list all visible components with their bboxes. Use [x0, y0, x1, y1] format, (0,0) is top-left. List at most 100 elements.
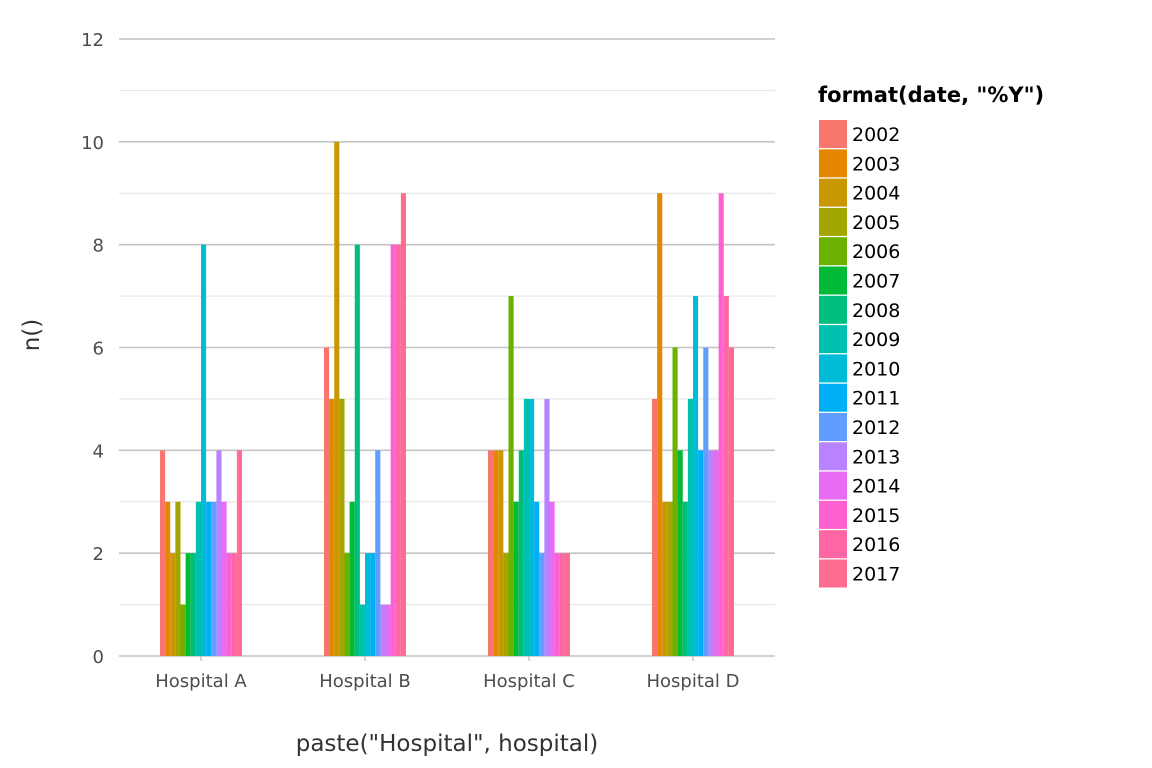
bar — [236, 450, 242, 656]
legend-item: 2012 — [819, 413, 900, 441]
bar — [693, 296, 699, 656]
bar — [354, 244, 360, 656]
bar — [359, 604, 365, 656]
bar — [723, 296, 729, 656]
legend-item: 2009 — [819, 325, 900, 354]
bar — [703, 347, 709, 656]
bar — [365, 553, 371, 656]
legend-label: 2016 — [852, 534, 900, 556]
bar — [488, 450, 494, 656]
x-tick-label: Hospital A — [155, 671, 247, 692]
bar — [657, 193, 663, 656]
bar — [349, 501, 355, 656]
bar — [687, 398, 693, 656]
legend-label: 2014 — [852, 476, 900, 498]
legend-item: 2013 — [819, 442, 900, 471]
bar — [180, 604, 186, 656]
bar — [682, 501, 688, 656]
x-axis-ticks: Hospital A Hospital B Hospital C Hospital D — [155, 656, 740, 692]
y-tick-label: 8 — [93, 236, 104, 257]
bar — [534, 501, 540, 656]
x-tick-label: Hospital D — [646, 671, 739, 692]
bar — [324, 347, 330, 656]
legend-item: 2015 — [819, 500, 900, 529]
bar — [175, 501, 181, 656]
y-tick-label: 4 — [93, 441, 104, 462]
bar — [549, 501, 555, 656]
bar — [231, 553, 237, 656]
legend-label: 2017 — [852, 564, 900, 586]
legend-label: 2010 — [852, 358, 900, 380]
legend-item: 2008 — [819, 295, 900, 324]
bar — [518, 450, 524, 656]
legend-swatch — [819, 266, 847, 295]
legend: format(date, "%Y") 2002 2003 2004 2005 2006 2… — [818, 83, 1044, 588]
bar — [672, 347, 678, 656]
y-tick-label: 2 — [93, 544, 104, 565]
legend-swatch — [819, 120, 847, 148]
bar — [523, 398, 529, 656]
bar — [226, 553, 232, 656]
bar — [544, 398, 550, 656]
legend-label: 2005 — [852, 212, 900, 234]
bar — [652, 398, 658, 656]
y-tick-label: 12 — [81, 30, 104, 51]
bar — [529, 398, 535, 656]
bar — [206, 501, 212, 656]
legend-label: 2002 — [852, 124, 900, 146]
bar — [185, 553, 191, 656]
bar — [339, 398, 345, 656]
bar — [390, 244, 396, 656]
legend-item: 2002 — [819, 120, 900, 148]
bar — [728, 347, 734, 656]
legend-item: 2014 — [819, 471, 900, 500]
legend-swatch — [819, 237, 847, 266]
legend-item: 2016 — [819, 530, 900, 559]
legend-label: 2003 — [852, 153, 900, 175]
x-tick-label: Hospital B — [319, 671, 411, 692]
bar — [708, 450, 714, 656]
bar — [539, 553, 545, 656]
legend-label: 2012 — [852, 417, 900, 439]
bar — [165, 501, 171, 656]
bar — [170, 553, 176, 656]
bar — [160, 450, 166, 656]
bar — [498, 450, 504, 656]
x-axis-title: paste("Hospital", hospital) — [296, 731, 599, 757]
bar — [329, 398, 335, 656]
y-axis-title: n() — [19, 319, 45, 352]
legend-label: 2006 — [852, 241, 900, 263]
legend-swatch — [819, 295, 847, 324]
bar — [201, 244, 207, 656]
bar — [195, 501, 201, 656]
bar — [493, 450, 499, 656]
bar — [216, 450, 222, 656]
bar — [564, 553, 570, 656]
bar — [211, 501, 217, 656]
legend-swatch — [819, 149, 847, 178]
bars — [160, 141, 734, 657]
legend-item: 2003 — [819, 149, 900, 178]
legend-label: 2007 — [852, 271, 900, 293]
legend-label: 2008 — [852, 300, 900, 322]
legend-swatch — [819, 500, 847, 529]
bar — [400, 193, 406, 656]
y-tick-label: 0 — [93, 647, 104, 668]
bar — [380, 604, 386, 656]
bar — [677, 450, 683, 656]
legend-swatch — [819, 383, 847, 412]
bar — [344, 553, 350, 656]
legend-swatch — [819, 471, 847, 500]
legend-item: 2011 — [819, 383, 900, 412]
bar — [662, 501, 668, 656]
legend-item: 2007 — [819, 266, 900, 295]
legend-swatch — [819, 178, 847, 207]
legend-title: format(date, "%Y") — [818, 83, 1044, 107]
y-axis-ticks: 0 2 4 6 8 10 12 — [81, 30, 104, 668]
bar — [718, 193, 724, 656]
y-tick-label: 10 — [81, 133, 104, 154]
bar — [385, 604, 391, 656]
legend-label: 2004 — [852, 183, 900, 205]
bar — [513, 501, 519, 656]
legend-swatch — [819, 354, 847, 383]
